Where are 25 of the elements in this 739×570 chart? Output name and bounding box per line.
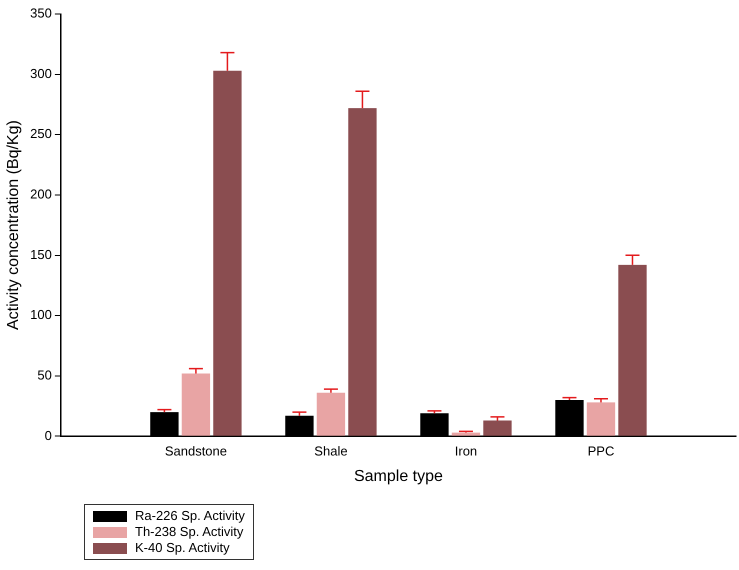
y-tick-label: 100 [30, 307, 52, 322]
bar [618, 264, 647, 436]
y-tick-label: 250 [30, 126, 52, 142]
bar [348, 108, 377, 436]
legend-label: Ra-226 Sp. Activity [135, 508, 245, 524]
x-tick-label: Shale [314, 444, 348, 459]
y-tick-label: 200 [30, 186, 52, 202]
x-axis-title: Sample type [354, 468, 444, 485]
legend-label: K-40 Sp. Activity [135, 540, 230, 556]
bar [213, 70, 242, 436]
bar [483, 420, 512, 436]
legend-label: Th-238 Sp. Activity [135, 524, 244, 540]
y-tick-label: 50 [37, 367, 52, 382]
x-tick-label: Iron [454, 444, 478, 459]
bar [586, 402, 616, 436]
bar [452, 432, 480, 436]
bar [182, 373, 210, 436]
bar [316, 392, 346, 436]
y-tick-label: 300 [30, 66, 52, 81]
y-tick-label: 350 [30, 6, 52, 21]
y-axis-title: Activity concentration (Bq/Kg) [5, 120, 22, 330]
y-tick-label: 0 [44, 428, 52, 443]
x-tick-label: PPC [588, 444, 614, 459]
x-tick-label: Sandstone [164, 444, 227, 459]
y-tick-label: 150 [30, 246, 52, 262]
